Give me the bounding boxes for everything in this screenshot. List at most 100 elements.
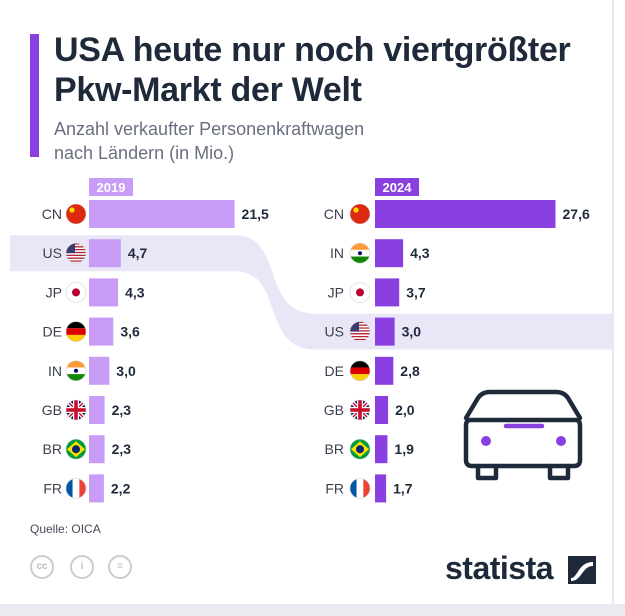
bar xyxy=(375,356,394,385)
data-label: 4,3 xyxy=(125,284,145,300)
country-label: BR xyxy=(325,441,344,457)
year-label-2019: 2019 xyxy=(89,178,133,196)
country-label: CN xyxy=(42,206,62,222)
data-label: 27,6 xyxy=(563,206,590,222)
row-2019-IN: IN 3,0 xyxy=(48,356,136,385)
bar xyxy=(89,474,104,503)
bar xyxy=(375,435,388,464)
bar xyxy=(375,396,389,424)
data-label: 4,3 xyxy=(410,245,430,261)
row-2019-JP: JP 4,3 xyxy=(46,278,145,307)
flag-de-icon xyxy=(349,360,371,382)
row-2019-CN: CN 21,5 xyxy=(42,200,269,228)
title-line-1: USA heute nur noch viertgrößter xyxy=(54,31,571,69)
country-label: IN xyxy=(330,245,344,261)
bar xyxy=(375,239,404,268)
data-label: 2,2 xyxy=(111,480,131,496)
flag-jp-icon xyxy=(349,282,371,303)
country-label: DE xyxy=(325,363,344,379)
statista-logo[interactable]: statista xyxy=(445,550,554,586)
bar xyxy=(89,396,105,424)
country-label: GB xyxy=(42,402,62,418)
country-label: DE xyxy=(43,324,62,340)
data-label: 21,5 xyxy=(242,206,269,222)
flag-in-icon xyxy=(349,242,371,264)
row-2024-CN: CN 27,6 xyxy=(324,200,590,228)
row-2019-US: US 4,7 xyxy=(43,239,148,268)
data-label: 2,8 xyxy=(400,363,420,379)
bar xyxy=(375,278,400,307)
flag-br-icon xyxy=(349,438,371,460)
year-label-bg xyxy=(375,178,419,196)
bar xyxy=(89,356,110,385)
statista-logo-mark xyxy=(568,556,596,584)
row-2019-DE: DE 3,6 xyxy=(43,317,140,346)
year-label-bg xyxy=(89,178,133,196)
chart-title: USA heute nur noch viertgrößter Pkw-Mark… xyxy=(54,30,614,110)
year-label-text: 2024 xyxy=(383,180,413,195)
row-2024-FR: FR 1,7 xyxy=(325,474,413,503)
country-label: JP xyxy=(328,284,344,300)
flag-jp-icon xyxy=(65,282,87,303)
country-label: GB xyxy=(324,402,344,418)
data-label: 3,0 xyxy=(116,363,136,379)
bar xyxy=(89,317,114,346)
bar xyxy=(375,474,387,503)
subtitle-line-2: nach Ländern (in Mio.) xyxy=(54,143,235,163)
flag-cn-icon xyxy=(65,203,87,225)
flag-cn-icon xyxy=(349,203,371,225)
country-label: CN xyxy=(324,206,344,222)
country-label: BR xyxy=(43,441,62,457)
data-label: 3,7 xyxy=(406,284,426,300)
flag-gb-icon xyxy=(349,399,371,421)
flag-in-icon xyxy=(65,360,87,382)
country-label: FR xyxy=(325,480,344,496)
chart-subtitle: Anzahl verkaufter Personenkraftwagen nac… xyxy=(54,117,574,165)
row-2024-IN: IN 4,3 xyxy=(330,239,430,268)
country-label: US xyxy=(325,324,344,340)
bottom-edge-strip xyxy=(0,604,625,616)
bar xyxy=(89,278,119,307)
data-label: 2,3 xyxy=(112,402,132,418)
flag-de-icon xyxy=(65,321,87,342)
data-label: 3,0 xyxy=(402,324,422,340)
nd-icon[interactable]: = xyxy=(108,555,132,579)
bar xyxy=(89,239,121,268)
data-label: 4,7 xyxy=(128,245,148,261)
row-2019-GB: GB 2,3 xyxy=(42,396,131,424)
row-2024-DE: DE 2,8 xyxy=(325,356,420,385)
subtitle-line-1: Anzahl verkaufter Personenkraftwagen xyxy=(54,119,365,139)
highlight-band xyxy=(10,235,612,350)
flag-br-icon xyxy=(65,438,87,460)
title-line-2: Pkw-Markt der Welt xyxy=(54,71,362,109)
bar xyxy=(375,317,395,346)
flag-us-icon xyxy=(349,321,371,342)
cc-icon[interactable]: cc xyxy=(30,555,54,579)
country-label: FR xyxy=(43,480,62,496)
row-2024-BR: BR 1,9 xyxy=(325,435,414,464)
right-edge-divider xyxy=(612,0,614,616)
row-2019-BR: BR 2,3 xyxy=(43,435,132,464)
row-2024-GB: GB 2,0 xyxy=(324,396,415,424)
year-label-text: 2019 xyxy=(97,180,126,195)
bar xyxy=(89,200,235,228)
by-icon[interactable]: i xyxy=(70,555,94,579)
bar xyxy=(89,435,105,464)
country-label: IN xyxy=(48,363,62,379)
row-2024-US: US 3,0 xyxy=(325,317,422,346)
data-label: 2,3 xyxy=(112,441,132,457)
data-label: 3,6 xyxy=(120,324,140,340)
row-2024-JP: JP 3,7 xyxy=(328,278,426,307)
flag-us-icon xyxy=(65,242,87,264)
data-label: 1,9 xyxy=(394,441,414,457)
year-label-2024: 2024 xyxy=(375,178,419,196)
bar xyxy=(375,200,556,228)
title-accent-bar xyxy=(30,34,39,157)
car-icon xyxy=(463,389,583,481)
flag-fr-icon xyxy=(65,478,87,499)
country-label: JP xyxy=(46,284,62,300)
source-note: Quelle: OICA xyxy=(30,522,101,536)
data-label: 2,0 xyxy=(395,402,415,418)
